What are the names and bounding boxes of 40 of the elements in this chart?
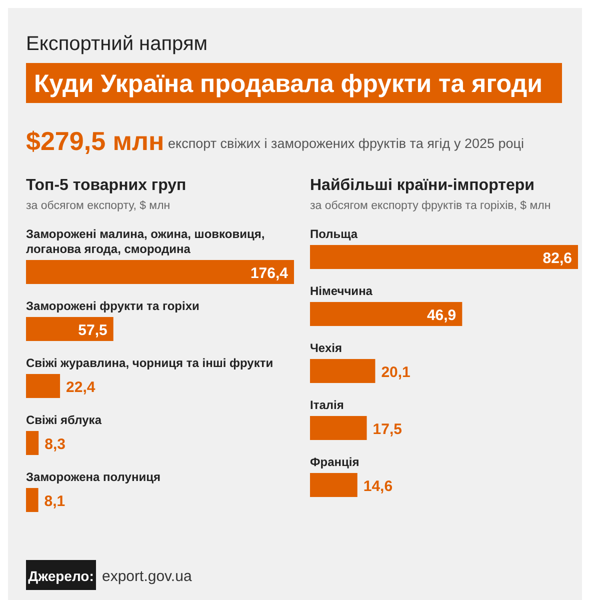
y-tick-label: Свіжі журавлина, чорниця та інші фрукти	[26, 356, 274, 370]
data-label: 22,4	[66, 379, 96, 396]
chart-title: Топ-5 товарних груп	[26, 177, 186, 194]
y-tick-label: Франція	[310, 455, 360, 469]
bar	[310, 416, 367, 440]
data-label: 46,9	[426, 307, 456, 324]
y-tick-label: Заморожена полуниця	[26, 470, 160, 484]
data-label: 82,6	[542, 250, 572, 267]
data-label: 57,5	[78, 322, 108, 339]
bar	[310, 302, 462, 326]
data-label: 8,3	[44, 436, 66, 453]
bar	[26, 488, 38, 512]
y-tick-label: Заморожені фрукти та горіхи	[26, 299, 200, 313]
data-label: 14,6	[363, 478, 393, 495]
data-label: 17,5	[372, 421, 402, 438]
bar	[310, 473, 358, 497]
data-label: 8,1	[44, 493, 66, 510]
bar	[310, 359, 376, 383]
chart-subtitle: за обсягом експорту, $ млн	[26, 200, 170, 212]
bar	[26, 260, 294, 284]
text: експорт свіжих і заморожених фруктів та ягід у 2025 році	[168, 136, 524, 151]
bar	[310, 245, 578, 269]
text: Експортний напрям	[26, 33, 208, 55]
bar	[26, 317, 114, 341]
chart-subtitle: за обсягом експорту фруктів та горіхів, $ млн	[310, 200, 551, 212]
bar	[26, 374, 60, 398]
y-tick-label: Італія	[310, 398, 344, 412]
y-tick-label: Німеччина	[310, 284, 373, 298]
data-label: 176,4	[250, 265, 289, 282]
text: $279,5 млн	[26, 126, 164, 156]
y-tick-label: Свіжі яблука	[26, 413, 102, 427]
y-tick-label: Чехія	[310, 341, 342, 355]
y-tick-label: Заморожені малина, ожина, шовковиця, логанова ягода, смородина	[26, 227, 265, 256]
text: Куди Україна продавала фрукти та ягоди	[34, 70, 542, 98]
bar	[26, 431, 39, 455]
data-label: 20,1	[381, 364, 410, 381]
text: export.gov.ua	[102, 568, 192, 585]
text: Джерело:	[28, 568, 94, 584]
y-tick-label: Польща	[310, 227, 358, 241]
chart-title: Найбільші країни-імпортери	[310, 177, 534, 194]
